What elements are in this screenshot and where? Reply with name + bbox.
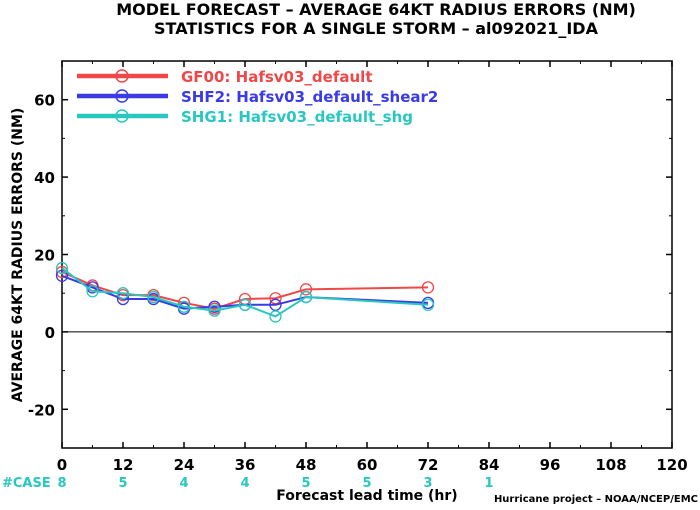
case-count: 3: [423, 476, 432, 491]
legend: GF00: Hafsv03_default SHF2: Hafsv03_defau…: [77, 68, 438, 126]
data-point: [55, 261, 69, 275]
data-point: [269, 310, 282, 323]
y-axis-label: AVERAGE 64KT RADIUS ERRORS (NM): [10, 108, 26, 403]
x-ticks: 0 12 24 36 48 60 72 84 96 108 120: [57, 61, 688, 474]
data-point: [55, 269, 69, 282]
data-point: [421, 298, 435, 311]
x-tick-label: 96: [540, 456, 561, 474]
x-axis-label: Forecast lead time (hr): [276, 488, 457, 504]
data-point: [86, 285, 99, 298]
x-tick-label: 48: [296, 456, 317, 474]
x-tick-label: 12: [113, 456, 134, 474]
data-point: [269, 292, 282, 305]
x-tick-label: 120: [656, 456, 687, 474]
case-count: 4: [179, 476, 188, 491]
x-tick-label: 108: [595, 456, 626, 474]
y-tick-label: 0: [45, 324, 55, 342]
data-point: [421, 281, 435, 294]
data-point: [116, 287, 130, 300]
credit-label: Hurricane project – NOAA/NCEP/EMC: [494, 494, 698, 505]
y-tick-label: 20: [34, 247, 55, 265]
x-tick-label: 36: [235, 456, 256, 474]
data-point: [177, 300, 191, 313]
legend-marker: [115, 69, 129, 83]
case-label: #CASE: [2, 476, 51, 491]
legend-marker: [115, 89, 129, 103]
case-count: 5: [118, 476, 127, 491]
series-line: [61, 267, 429, 318]
legend-label: GF00: Hafsv03_default: [181, 68, 372, 86]
x-tick-label: 24: [174, 456, 195, 474]
x-tick-label: 0: [57, 456, 67, 474]
data-point: [238, 298, 252, 311]
data-point: [147, 290, 160, 304]
case-count: 1: [484, 476, 493, 491]
case-count: 8: [57, 476, 66, 491]
x-tick-label: 72: [418, 456, 439, 474]
case-count: 5: [301, 476, 310, 491]
y-ticks: -20 0 20 40 60: [28, 60, 672, 449]
data-point: [208, 300, 221, 313]
case-count: 5: [362, 476, 371, 491]
y-tick-label: -20: [28, 401, 55, 419]
data-point: [299, 290, 313, 304]
legend-label: SHG1: Hafsv03_default_shg: [181, 108, 413, 126]
data-point: [299, 283, 313, 296]
chart-title: MODEL FORECAST – AVERAGE 64KT RADIUS ERR…: [116, 0, 636, 19]
legend-label: SHF2: Hafsv03_default_shear2: [181, 88, 438, 106]
series-layer: [55, 261, 435, 323]
data-point: [208, 304, 221, 317]
x-tick-label: 84: [479, 456, 500, 474]
chart-subtitle: STATISTICS FOR A SINGLE STORM – al092021…: [154, 19, 599, 38]
legend-marker: [115, 109, 129, 123]
series-line: [61, 271, 429, 310]
x-tick-label: 60: [357, 456, 378, 474]
y-tick-label: 60: [34, 92, 55, 110]
case-counts: #CASE 8 5 4 4 5 5 3 1: [2, 476, 494, 491]
y-tick-label: 40: [34, 169, 55, 187]
case-count: 4: [240, 476, 249, 491]
